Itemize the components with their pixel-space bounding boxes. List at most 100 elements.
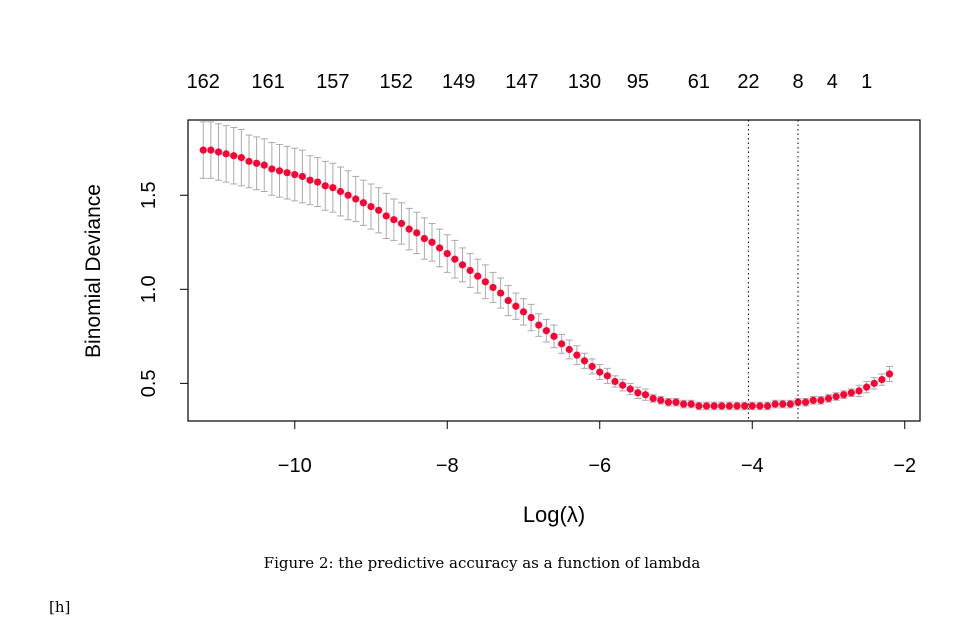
data-point (672, 398, 680, 406)
data-point (649, 394, 657, 403)
data-point (283, 169, 291, 177)
top-axis-label: 157 (316, 71, 349, 93)
data-point (489, 283, 497, 292)
data-point (314, 178, 322, 186)
data-point (298, 172, 306, 181)
y-tick-label: 1.5 (138, 181, 160, 209)
data-point (710, 402, 718, 410)
data-point (596, 368, 604, 376)
data-point (443, 249, 451, 258)
data-point (481, 278, 489, 286)
data-point (504, 297, 512, 305)
data-point (611, 377, 619, 386)
data-point (680, 400, 688, 408)
data-points (199, 146, 894, 410)
top-axis-labels: 162 161 157 152 149 147 130 95 61 22 8 4 1 (187, 71, 873, 93)
data-point (603, 372, 611, 380)
data-point (466, 266, 474, 275)
data-point (558, 340, 566, 348)
data-point (626, 385, 634, 393)
data-point (329, 184, 337, 192)
data-point (702, 402, 711, 410)
data-point (550, 332, 558, 340)
x-axis-label: Log(λ) (523, 502, 585, 527)
data-point (199, 146, 207, 154)
data-point (321, 182, 329, 190)
float-specifier: [h] (49, 598, 71, 616)
data-point (855, 387, 863, 395)
top-axis-label: 162 (187, 71, 220, 93)
top-axis-label: 152 (379, 71, 412, 93)
data-point (847, 389, 855, 397)
data-point (641, 391, 650, 399)
data-point (527, 313, 535, 322)
data-point (779, 400, 787, 408)
x-tick-label: −8 (436, 455, 459, 477)
data-point (275, 167, 284, 175)
data-point (863, 383, 871, 391)
data-point (291, 170, 299, 179)
top-axis-label: 147 (505, 71, 538, 93)
x-axis: −10 −8 −6 −4 −2 (278, 421, 916, 477)
data-point (580, 357, 589, 365)
data-point (207, 146, 215, 154)
top-axis-label: 4 (827, 71, 838, 93)
data-point (824, 394, 833, 403)
data-point (718, 402, 726, 410)
x-tick-label: −4 (741, 455, 764, 477)
data-point (306, 176, 314, 184)
data-point (756, 402, 764, 410)
data-point (565, 345, 573, 354)
data-point (794, 398, 802, 406)
error-bars (199, 121, 893, 411)
data-point (405, 225, 413, 233)
data-point (519, 308, 528, 316)
data-point (832, 392, 840, 401)
data-point (390, 216, 398, 224)
data-point (397, 219, 406, 228)
data-point (763, 402, 772, 410)
data-point (535, 321, 543, 329)
data-point (237, 154, 245, 162)
data-point (802, 398, 810, 406)
data-point (870, 379, 878, 387)
data-point (375, 206, 383, 214)
top-axis-label: 95 (627, 71, 649, 93)
data-point (733, 402, 741, 410)
data-point (657, 396, 665, 404)
data-point (695, 402, 703, 410)
y-axis: 0.5 1.0 1.5 (138, 181, 188, 397)
data-point (748, 402, 756, 410)
data-point (428, 238, 436, 246)
data-point (885, 370, 894, 378)
data-point (382, 212, 390, 220)
data-point (786, 400, 794, 408)
data-point (512, 302, 520, 310)
data-point (771, 400, 779, 408)
data-point (352, 195, 360, 203)
data-point (458, 261, 467, 269)
y-tick-label: 0.5 (138, 369, 160, 397)
data-point (451, 255, 459, 263)
x-tick-label: −10 (278, 455, 312, 477)
data-point (245, 157, 253, 165)
data-point (619, 381, 627, 389)
top-axis-label: 8 (792, 71, 803, 93)
data-point (222, 150, 230, 158)
data-point (634, 389, 642, 397)
data-point (817, 396, 825, 404)
top-axis-label: 1 (861, 71, 872, 93)
data-point (268, 165, 276, 173)
data-point (725, 402, 733, 410)
x-tick-label: −6 (588, 455, 611, 477)
data-point (413, 229, 421, 237)
data-point (359, 199, 367, 207)
data-point (230, 152, 238, 160)
data-point (687, 400, 695, 408)
top-axis-label: 161 (251, 71, 284, 93)
data-point (344, 191, 352, 199)
data-point (664, 398, 672, 406)
data-point (840, 391, 848, 399)
data-point (336, 187, 345, 196)
data-point (436, 244, 444, 252)
